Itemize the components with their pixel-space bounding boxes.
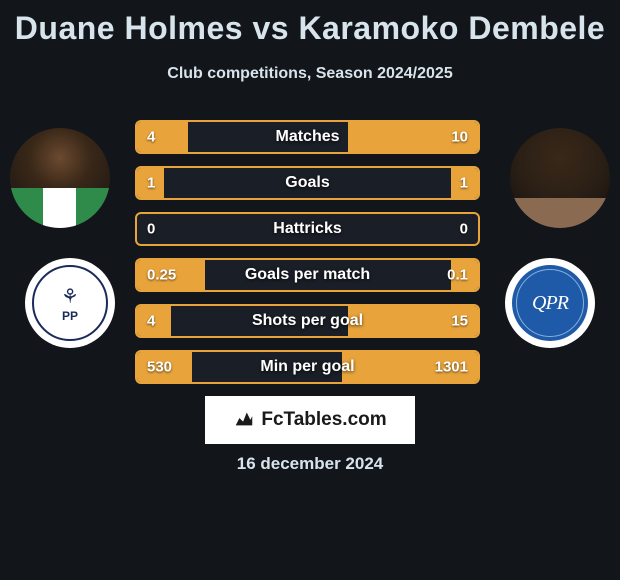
stat-row: 530 1301 Min per goal: [135, 350, 480, 384]
stat-row: 1 1 Goals: [135, 166, 480, 200]
brand-badge: FcTables.com: [205, 396, 415, 444]
value-left: 0.25: [147, 267, 176, 284]
value-left: 0: [147, 221, 155, 238]
subtitle: Club competitions, Season 2024/2025: [0, 65, 620, 83]
page-title: Duane Holmes vs Karamoko Dembele: [0, 0, 620, 47]
value-right: 0: [460, 221, 468, 238]
stat-label: Goals per match: [245, 266, 370, 284]
value-left: 1: [147, 175, 155, 192]
value-right: 1: [460, 175, 468, 192]
comparison-chart: 4 10 Matches 1 1 Goals 0 0 Hattricks 0.25 0.1 Goals…: [135, 120, 480, 396]
club-left-abbr: PP: [62, 309, 78, 323]
player-right-avatar: [510, 128, 610, 228]
stat-label: Matches: [275, 128, 339, 146]
value-right: 1301: [435, 359, 468, 376]
stat-row: 4 15 Shots per goal: [135, 304, 480, 338]
player-left-avatar: [10, 128, 110, 228]
brand-icon: [233, 407, 255, 434]
lamb-icon: ⚘: [61, 284, 79, 309]
stat-label: Shots per goal: [252, 312, 363, 330]
stat-label: Min per goal: [260, 358, 354, 376]
club-left-badge: ⚘ PP: [25, 258, 115, 348]
bar-left: [137, 122, 188, 152]
value-left: 4: [147, 313, 155, 330]
value-left: 530: [147, 359, 172, 376]
date-text: 16 december 2024: [237, 454, 384, 474]
stat-label: Goals: [285, 174, 329, 192]
club-right-badge: QPR: [505, 258, 595, 348]
stat-row: 4 10 Matches: [135, 120, 480, 154]
value-right: 15: [451, 313, 468, 330]
brand-text: FcTables.com: [261, 409, 386, 431]
value-left: 4: [147, 129, 155, 146]
stat-row: 0.25 0.1 Goals per match: [135, 258, 480, 292]
stat-label: Hattricks: [273, 220, 341, 238]
stat-row: 0 0 Hattricks: [135, 212, 480, 246]
value-right: 10: [451, 129, 468, 146]
value-right: 0.1: [447, 267, 468, 284]
